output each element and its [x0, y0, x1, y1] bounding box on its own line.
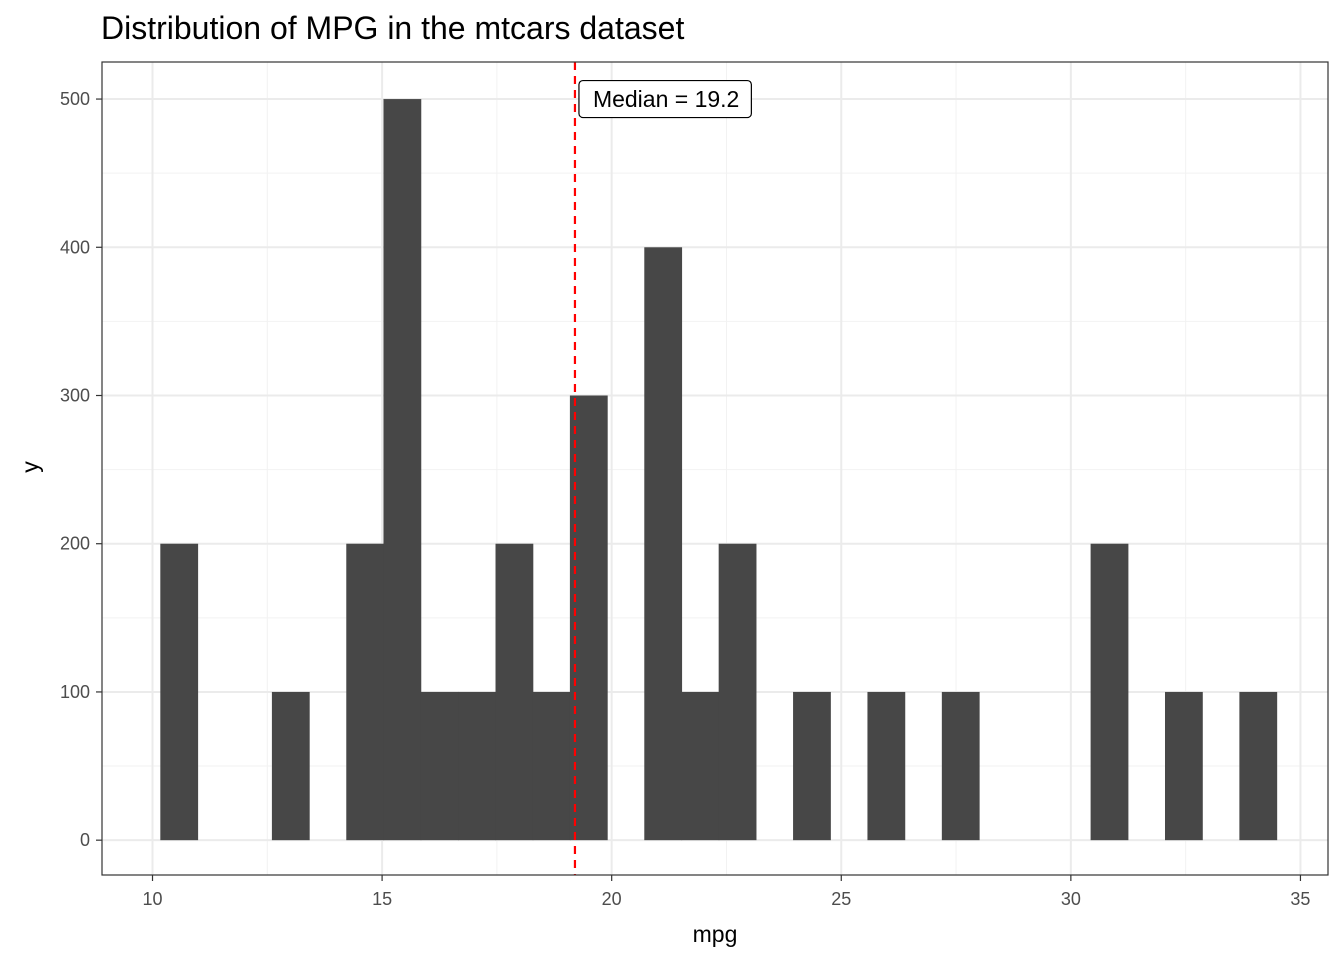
x-tick-label: 10	[142, 889, 162, 909]
histogram-bar	[532, 691, 571, 841]
y-tick-label: 300	[60, 386, 90, 406]
histogram-bar	[420, 691, 459, 841]
x-tick-label: 30	[1061, 889, 1081, 909]
y-tick-label: 0	[80, 830, 90, 850]
x-axis: 10 15 20 25 30 35	[142, 875, 1310, 909]
x-axis-title: mpg	[693, 921, 738, 947]
histogram-bar	[458, 691, 497, 841]
histogram-bar	[1090, 543, 1129, 841]
y-axis-title: y	[17, 461, 43, 473]
plot-panel-border	[101, 61, 1329, 876]
histogram-bar	[383, 99, 422, 841]
histogram-bar	[867, 691, 906, 841]
histogram-bar	[644, 247, 683, 841]
y-tick-label: 100	[60, 682, 90, 702]
histogram-bar	[941, 691, 980, 841]
x-tick-label: 15	[372, 889, 392, 909]
x-tick-label: 25	[831, 889, 851, 909]
median-annotation: Median = 19.2	[578, 79, 752, 119]
histogram-bar	[681, 691, 720, 841]
chart-title: Distribution of MPG in the mtcars datase…	[101, 10, 684, 46]
histogram-bar	[569, 395, 608, 841]
y-axis: 0 100 200 300 400 500	[60, 89, 102, 850]
median-label-box	[578, 79, 752, 119]
median-label: Median = 19.2	[593, 86, 739, 112]
x-tick-label: 35	[1290, 889, 1310, 909]
histogram-bar	[793, 691, 831, 841]
histogram-bar	[271, 691, 310, 841]
y-tick-label: 200	[60, 534, 90, 554]
histogram-bar	[346, 543, 385, 841]
histogram-bar	[160, 543, 199, 841]
histogram-bar	[718, 543, 757, 841]
x-tick-label: 20	[602, 889, 622, 909]
y-tick-label: 400	[60, 237, 90, 257]
histogram-bar	[495, 543, 534, 841]
histogram-bar	[1239, 691, 1278, 841]
y-tick-label: 500	[60, 89, 90, 109]
bars	[160, 99, 1278, 841]
histogram-bar	[1164, 691, 1203, 841]
